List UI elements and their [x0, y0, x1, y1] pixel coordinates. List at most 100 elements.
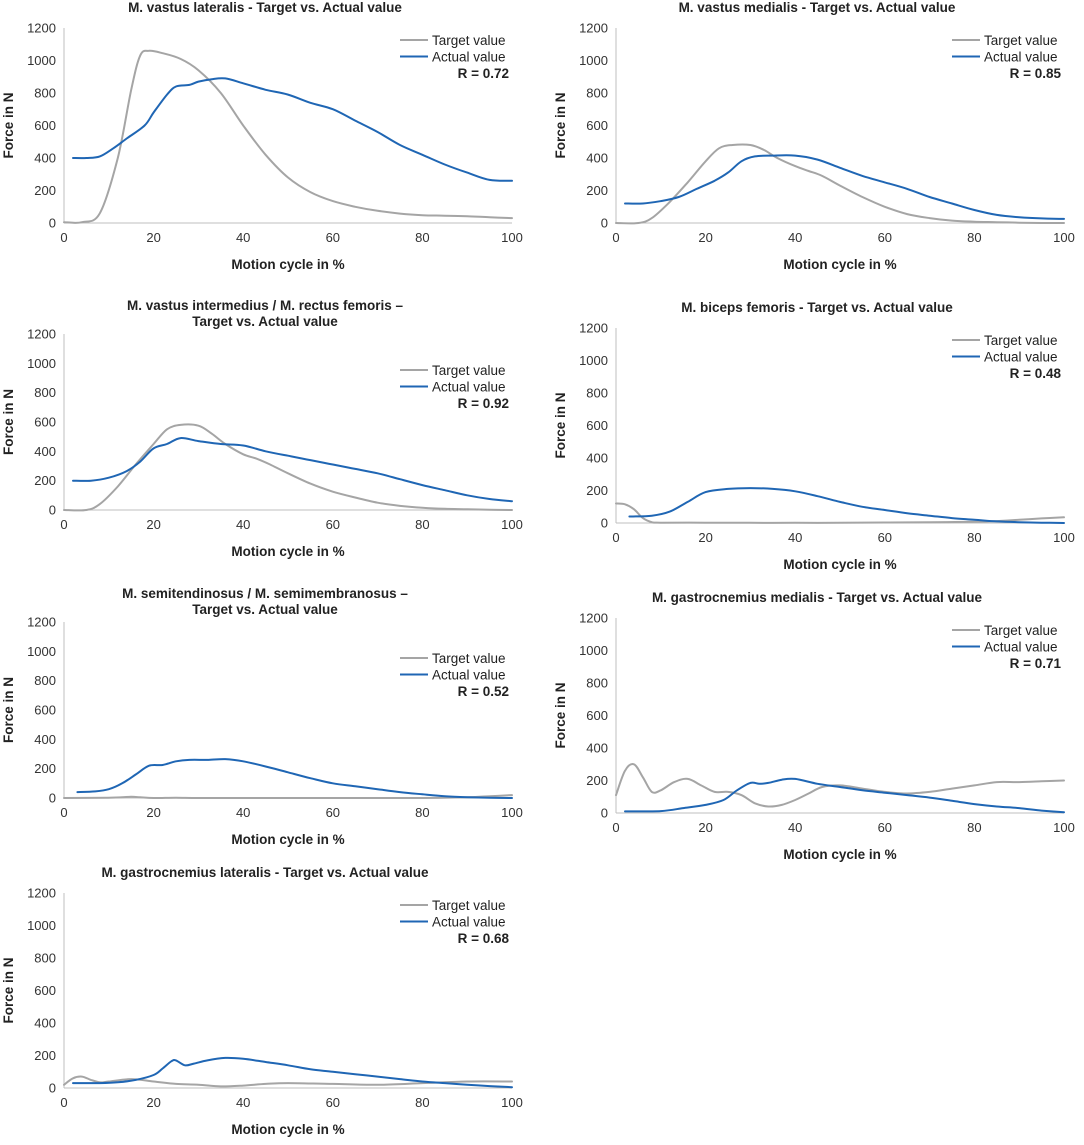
- actual-value-line: [628, 487, 1065, 524]
- x-tick-label: 40: [236, 1095, 250, 1110]
- x-tick-label: 80: [967, 530, 981, 545]
- x-tick-label: 100: [501, 805, 523, 820]
- legend-target-label: Target value: [984, 623, 1058, 638]
- correlation-r-label: R = 0.71: [1010, 656, 1062, 671]
- legend-actual-label: Actual value: [432, 50, 506, 65]
- chart-title: M. vastus intermedius / M. rectus femori…: [0, 298, 530, 330]
- y-tick-label: 0: [601, 216, 608, 231]
- x-axis-label: Motion cycle in %: [231, 544, 344, 559]
- y-tick-label: 0: [601, 516, 608, 531]
- chart-title: M. semitendinosus / M. semimembranosus –…: [0, 586, 530, 618]
- x-tick-label: 80: [967, 230, 981, 245]
- chart-title-line: Target vs. Actual value: [192, 602, 338, 617]
- actual-value-line: [72, 437, 513, 503]
- legend-actual-label: Actual value: [432, 668, 506, 683]
- x-axis-label: Motion cycle in %: [783, 557, 896, 572]
- y-tick-label: 0: [49, 1081, 56, 1096]
- x-tick-label: 0: [60, 805, 67, 820]
- y-tick-label: 800: [586, 676, 608, 691]
- y-tick-label: 400: [34, 444, 56, 459]
- x-axis-label: Motion cycle in %: [783, 257, 896, 272]
- target-value-line: [615, 143, 1065, 225]
- x-tick-label: 0: [612, 820, 619, 835]
- y-tick-label: 600: [586, 708, 608, 723]
- y-tick-label: 400: [34, 732, 56, 747]
- x-tick-label: 80: [415, 805, 429, 820]
- legend-target-label: Target value: [432, 33, 506, 48]
- y-tick-label: 1200: [27, 615, 56, 630]
- y-tick-label: 200: [586, 183, 608, 198]
- actual-value-line: [624, 777, 1065, 814]
- y-tick-label: 800: [34, 673, 56, 688]
- y-tick-label: 800: [586, 86, 608, 101]
- chart-title: M. vastus lateralis - Target vs. Actual …: [0, 0, 530, 16]
- target-value-line: [63, 49, 513, 224]
- chart-svg: 0 200 400 600 800 1000 1200 0 20 40 60 80 100 Motion …: [553, 21, 1075, 273]
- x-tick-label: 0: [612, 230, 619, 245]
- y-tick-label: 1200: [27, 886, 56, 901]
- chart-svg: 0 200 400 600 800 1000 1200 0 20 40 60 80 100 Motion …: [1, 327, 523, 560]
- y-tick-label: 200: [34, 183, 56, 198]
- legend-actual-label: Actual value: [432, 915, 506, 930]
- x-axis-label: Motion cycle in %: [231, 1122, 344, 1137]
- y-tick-label: 1000: [27, 356, 56, 371]
- x-tick-label: 20: [146, 1095, 160, 1110]
- x-tick-label: 60: [326, 230, 340, 245]
- chart-svg: 0 200 400 600 800 1000 1200 0 20 40 60 80 100 Motion …: [1, 21, 523, 273]
- y-tick-label: 1200: [27, 327, 56, 342]
- chart-panel-vastus-intermedius-rectus-femoris: M. vastus intermedius / M. rectus femori…: [0, 290, 530, 570]
- chart-title-line: M. vastus medialis - Target vs. Actual v…: [678, 0, 956, 15]
- y-axis-label: Force in N: [1, 957, 16, 1023]
- x-tick-label: 40: [788, 530, 802, 545]
- correlation-r-label: R = 0.92: [458, 396, 509, 411]
- target-value-line: [615, 763, 1065, 808]
- y-tick-label: 600: [586, 118, 608, 133]
- x-tick-label: 20: [698, 230, 712, 245]
- y-tick-label: 200: [34, 473, 56, 488]
- chart-panel-biceps-femoris: M. biceps femoris - Target vs. Actual va…: [552, 300, 1082, 580]
- target-value-line: [615, 502, 1065, 524]
- x-axis-label: Motion cycle in %: [231, 257, 344, 272]
- x-tick-label: 60: [326, 1095, 340, 1110]
- y-tick-label: 800: [34, 385, 56, 400]
- legend-actual-label: Actual value: [984, 350, 1058, 365]
- y-tick-label: 1000: [579, 643, 608, 658]
- y-tick-label: 0: [49, 216, 56, 231]
- x-tick-label: 40: [788, 820, 802, 835]
- x-tick-label: 0: [612, 530, 619, 545]
- target-value-line: [63, 1075, 513, 1088]
- y-tick-label: 200: [586, 483, 608, 498]
- x-tick-label: 60: [878, 820, 892, 835]
- chart-title: M. gastrocnemius lateralis - Target vs. …: [0, 865, 530, 881]
- y-tick-label: 800: [34, 86, 56, 101]
- correlation-r-label: R = 0.72: [458, 66, 509, 81]
- y-tick-label: 200: [34, 1048, 56, 1063]
- correlation-r-label: R = 0.85: [1010, 66, 1062, 81]
- y-tick-label: 1200: [27, 21, 56, 36]
- chart-title-line: Target vs. Actual value: [192, 314, 338, 329]
- y-tick-label: 400: [586, 741, 608, 756]
- x-tick-label: 20: [698, 530, 712, 545]
- x-tick-label: 80: [967, 820, 981, 835]
- x-tick-label: 0: [60, 1095, 67, 1110]
- y-tick-label: 400: [586, 151, 608, 166]
- chart-svg: 0 200 400 600 800 1000 1200 0 20 40 60 80 100 Motion …: [553, 321, 1075, 573]
- actual-value-line: [76, 758, 513, 799]
- actual-value-line: [72, 77, 513, 182]
- y-tick-label: 1200: [579, 611, 608, 626]
- chart-title-line: M. vastus lateralis - Target vs. Actual …: [128, 0, 402, 15]
- chart-title: M. gastrocnemius medialis - Target vs. A…: [552, 590, 1082, 606]
- x-tick-label: 40: [788, 230, 802, 245]
- chart-svg: 0 200 400 600 800 1000 1200 0 20 40 60 80 100 Motion …: [1, 886, 523, 1138]
- x-tick-label: 0: [60, 517, 67, 532]
- x-tick-label: 100: [1053, 230, 1075, 245]
- x-tick-label: 20: [698, 820, 712, 835]
- x-tick-label: 60: [326, 805, 340, 820]
- x-tick-label: 60: [878, 230, 892, 245]
- legend-target-label: Target value: [984, 33, 1058, 48]
- y-tick-label: 800: [34, 951, 56, 966]
- chart-title-line: M. semitendinosus / M. semimembranosus –: [122, 586, 408, 601]
- y-tick-label: 1000: [27, 53, 56, 68]
- legend-actual-label: Actual value: [984, 50, 1058, 65]
- legend-target-label: Target value: [984, 333, 1058, 348]
